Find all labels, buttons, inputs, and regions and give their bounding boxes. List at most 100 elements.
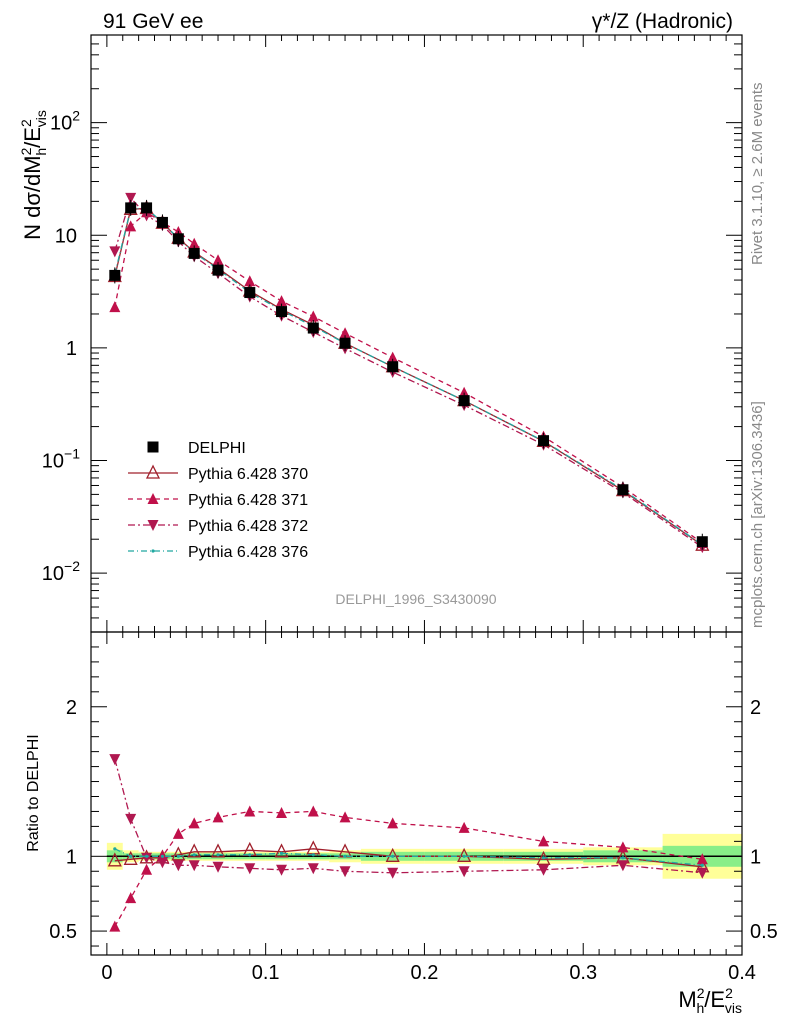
data-point-2-9 [307,310,319,322]
ratio-point-3-13 [541,856,546,860]
ratio-point-3-6 [216,853,220,857]
legend: DELPHI Pythia 6.428 370 Pythia 6.428 371 Py… [128,440,308,561]
ratio-y-tick-label-right: 1 [750,846,761,868]
data-point-delphi-4 [172,233,184,245]
ratio-point-1-9 [307,805,319,817]
data-point-delphi-1 [125,202,137,214]
mcplots-label: mcplots.cern.ch [arXiv:1306.3436] [749,401,766,628]
ratio-point-1-7 [244,805,256,817]
ratio-point-0-4 [171,846,186,861]
ratio-point-3-2 [144,854,149,858]
data-point-delphi-15 [696,536,708,548]
ratio-point-2-14 [617,860,629,872]
ratio-point-1-10 [339,811,351,823]
legend-marker-2 [147,493,159,504]
ratio-point-1-15 [696,853,708,865]
ratio-point-3-11 [391,854,395,858]
ratio-point-2-10 [339,866,351,878]
data-point-delphi-12 [458,395,470,407]
data-point-delphi-3 [156,216,168,228]
ratio-x-tick-label: 0.1 [252,962,280,984]
legend-marker-3 [147,520,159,531]
ratio-point-2-11 [387,867,399,879]
ratio-point-2-6 [212,861,224,873]
ratio-point-1-1 [125,892,137,904]
main-plot-panel: 10−2 10−1 1 10 102 N dσ/dM2h/E2vis DELPHI Pyt… [18,34,743,633]
ratio-point-2-0 [109,754,121,766]
data-point-delphi-14 [617,484,629,496]
ratio-point-0-5 [187,843,202,858]
data-point-3-1 [125,192,137,204]
data-point-2-12 [458,386,470,398]
data-point-delphi-6 [212,264,224,276]
ratio-x-tick-label: 0 [101,962,112,984]
ratio-point-1-12 [458,821,470,833]
data-point-delphi-7 [244,287,256,299]
ratio-point-3-10 [343,854,347,858]
ratio-point-2-8 [276,864,288,876]
data-point-2-6 [212,254,224,266]
ratio-point-1-11 [387,817,399,829]
data-point-delphi-9 [307,322,319,334]
legend-marker-1 [145,464,161,479]
ratio-line-3 [114,848,703,866]
x-axis-label: M2 h/E2 vis [678,985,742,1016]
ratio-line-1 [114,810,703,927]
main-y-tick-label: 10 [55,225,77,247]
ratio-point-2-1 [125,813,137,825]
ratio-point-3-1 [129,854,133,858]
ratio-line-0 [114,848,703,868]
ratio-point-2-5 [188,860,200,872]
legend-marker-4 [151,549,155,553]
ratio-point-0-12 [457,847,472,862]
ratio-point-3-12 [462,854,466,858]
ratio-point-2-4 [172,860,184,872]
ratio-point-1-14 [617,841,629,853]
ratio-point-1-2 [141,863,153,875]
main-y-axis-label: N dσ/dM2h/E2vis [18,110,49,240]
ratio-point-3-14 [621,856,625,860]
ratio-y-tick-label-right: 2 [750,697,761,719]
series-line-4 [114,207,703,546]
data-point-2-5 [188,237,200,249]
legend-label-2: Pythia 6.428 371 [188,492,308,509]
ratio-point-1-6 [212,811,224,823]
ratio-x-tick-label: 0.4 [728,962,756,984]
data-point-delphi-5 [188,247,200,259]
analysis-id: DELPHI_1996_S3430090 [335,591,496,607]
ratio-point-3-8 [279,851,284,855]
ratio-point-1-5 [188,817,200,829]
data-point-delphi-10 [339,337,351,349]
data-point-2-7 [244,275,256,287]
data-point-delphi-8 [276,306,288,318]
ratio-point-2-3 [156,857,168,869]
data-point-2-1 [125,220,137,232]
ratio-point-2-13 [538,864,550,876]
ratio-point-2-12 [458,866,470,878]
header-right: γ*/Z (Hadronic) [592,10,733,33]
data-point-delphi-13 [538,435,550,447]
legend-label-0: DELPHI [188,440,246,457]
legend-label-1: Pythia 6.428 370 [188,466,308,483]
data-point-2-11 [387,351,399,363]
ratio-point-2-2 [141,852,153,864]
main-frame [90,34,743,633]
legend-label-4: Pythia 6.428 376 [188,544,308,561]
ratio-y-axis-label: Ratio to DELPHI [25,734,42,851]
data-point-delphi-2 [141,202,153,214]
data-point-3-0 [109,246,121,258]
ratio-point-0-11 [385,847,400,862]
ratio-point-1-8 [276,806,288,818]
data-point-delphi-0 [109,269,121,281]
ratio-point-1-4 [172,827,184,839]
ratio-point-3-7 [248,853,252,857]
series-line-3 [114,196,703,548]
main-y-tick-label: 10−2 [42,558,80,585]
main-y-tick-label: 102 [50,108,80,135]
ratio-point-3-5 [192,853,196,857]
ratio-point-1-0 [109,920,121,932]
ratio-point-0-0 [107,852,122,867]
ratio-y-tick-label: 2 [66,697,77,719]
ratio-x-tick-label: 0.3 [569,962,597,984]
